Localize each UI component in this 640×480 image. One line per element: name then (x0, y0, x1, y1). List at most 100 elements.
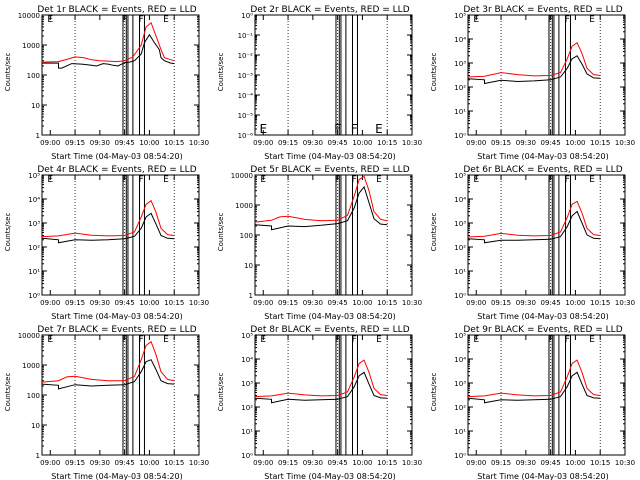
x-tick-label: 10:15 (590, 299, 610, 307)
x-tick-label: 09:00 (466, 459, 486, 467)
interval-box (565, 334, 571, 456)
y-axis-label: Counts/sec (217, 373, 225, 412)
x-axis-label: Start Time (04-May-03 08:54:20) (264, 472, 395, 480)
interval-marker-label: E (589, 15, 595, 25)
interval-marker-label: E (375, 122, 383, 136)
plot-frame (467, 14, 626, 136)
y-tick-label: 10⁻⁴ (238, 92, 254, 100)
lld-series-line (467, 41, 601, 78)
chart-title: Det 6r BLACK = Events, RED = LLD (463, 165, 622, 175)
y-tick-label: 10⁻³ (238, 72, 254, 80)
y-tick-label: 10⁰ (454, 452, 466, 460)
x-tick-label: 10:15 (377, 139, 397, 147)
y-tick-label: 10⁻² (238, 52, 254, 60)
x-tick-label: 09:00 (40, 459, 60, 467)
x-tick-label: 09:45 (541, 299, 561, 307)
y-tick-label: 100 (27, 72, 40, 80)
y-tick-label: 10 (31, 102, 40, 110)
x-tick-label: 10:15 (590, 139, 610, 147)
plot-frame (254, 174, 413, 296)
y-tick-label: 10⁴ (241, 356, 253, 364)
interval-marker-label: F (139, 15, 144, 25)
y-tick-label: 10000 (231, 172, 253, 180)
interval-marker-label: F (565, 335, 570, 345)
x-tick-label: 10:00 (352, 299, 372, 307)
y-tick-label: 10⁵ (454, 12, 466, 20)
x-tick-label: 09:00 (466, 139, 486, 147)
chart-title: Det 3r BLACK = Events, RED = LLD (463, 5, 622, 15)
y-tick-label: 10¹ (454, 108, 466, 116)
y-tick-label: 10⁵ (28, 172, 40, 180)
y-tick-label: 100 (240, 232, 253, 240)
y-tick-label: 1 (249, 292, 253, 300)
lld-series-line (254, 359, 388, 398)
plot-frame (467, 174, 626, 296)
x-tick-label: 10:30 (615, 459, 635, 467)
y-tick-label: 100 (27, 392, 40, 400)
plot-frame (467, 334, 626, 456)
chart-det-2r: Det 2r BLACK = Events, RED = LLD Counts/… (217, 5, 422, 160)
y-tick-label: 10² (454, 244, 466, 252)
interval-marker-label: F (351, 122, 358, 136)
chart-title: Det 5r BLACK = Events, RED = LLD (250, 165, 409, 175)
chart-det-5r: Det 5r BLACK = Events, RED = LLD Counts/… (217, 165, 422, 320)
events-series-line (41, 212, 175, 244)
chart-title: Det 9r BLACK = Events, RED = LLD (463, 325, 622, 335)
y-tick-label: 10² (454, 404, 466, 412)
y-axis-label: Counts/sec (217, 213, 225, 252)
interval-box (340, 14, 347, 136)
x-tick-label: 09:30 (90, 299, 110, 307)
x-tick-label: 09:00 (466, 299, 486, 307)
interval-box (565, 174, 571, 296)
x-tick-label: 10:00 (352, 459, 372, 467)
y-tick-label: 10³ (28, 220, 40, 228)
chart-title: Det 4r BLACK = Events, RED = LLD (37, 165, 196, 175)
interval-marker-label: F (122, 15, 127, 25)
x-tick-label: 10:15 (377, 299, 397, 307)
x-tick-label: 09:45 (115, 459, 135, 467)
events-series-line (467, 210, 601, 244)
x-tick-label: 10:30 (189, 139, 209, 147)
x-tick-label: 10:00 (352, 139, 372, 147)
interval-marker-label: F (565, 175, 570, 185)
interval-marker-label: F (334, 122, 341, 136)
y-tick-label: 10² (28, 244, 40, 252)
interval-marker-label: F (548, 335, 553, 345)
x-axis-label: Start Time (04-May-03 08:54:20) (264, 152, 395, 160)
interval-marker-label: E (473, 15, 479, 25)
events-series-line (467, 371, 601, 404)
y-tick-label: 1 (36, 132, 40, 140)
chart-det-1r: Det 1r BLACK = Events, RED = LLD Counts/… (4, 5, 209, 160)
y-tick-label: 10² (454, 84, 466, 92)
chart-title: Det 8r BLACK = Events, RED = LLD (250, 325, 409, 335)
x-tick-label: 09:45 (328, 299, 348, 307)
y-tick-label: 10³ (454, 220, 466, 228)
y-axis-label: Counts/sec (4, 213, 12, 252)
lld-series-line (467, 200, 601, 238)
x-tick-label: 09:45 (115, 139, 135, 147)
x-tick-label: 10:30 (402, 299, 422, 307)
events-series-line (254, 371, 388, 404)
interval-box (553, 14, 560, 136)
interval-box (127, 334, 134, 456)
interval-marker-label: E (473, 335, 479, 345)
interval-box (553, 334, 560, 456)
interval-marker-label: F (352, 335, 357, 345)
y-tick-label: 10¹ (454, 428, 466, 436)
plot-frame (254, 334, 413, 456)
y-tick-label: 10¹ (241, 428, 253, 436)
y-axis-label: Counts/sec (430, 53, 438, 92)
interval-marker-label: E (163, 335, 169, 345)
interval-marker-label: F (352, 175, 357, 185)
y-tick-label: 10³ (241, 380, 253, 388)
x-tick-label: 10:15 (164, 299, 184, 307)
y-tick-label: 10000 (18, 332, 40, 340)
interval-box (139, 14, 145, 136)
events-series-line (254, 185, 388, 231)
chart-title: Det 2r BLACK = Events, RED = LLD (250, 5, 409, 15)
plot-frame (41, 174, 200, 296)
x-tick-label: 09:45 (328, 139, 348, 147)
x-tick-label: 10:30 (615, 299, 635, 307)
interval-marker-label: E (376, 175, 382, 185)
x-axis-label: Start Time (04-May-03 08:54:20) (477, 152, 608, 160)
